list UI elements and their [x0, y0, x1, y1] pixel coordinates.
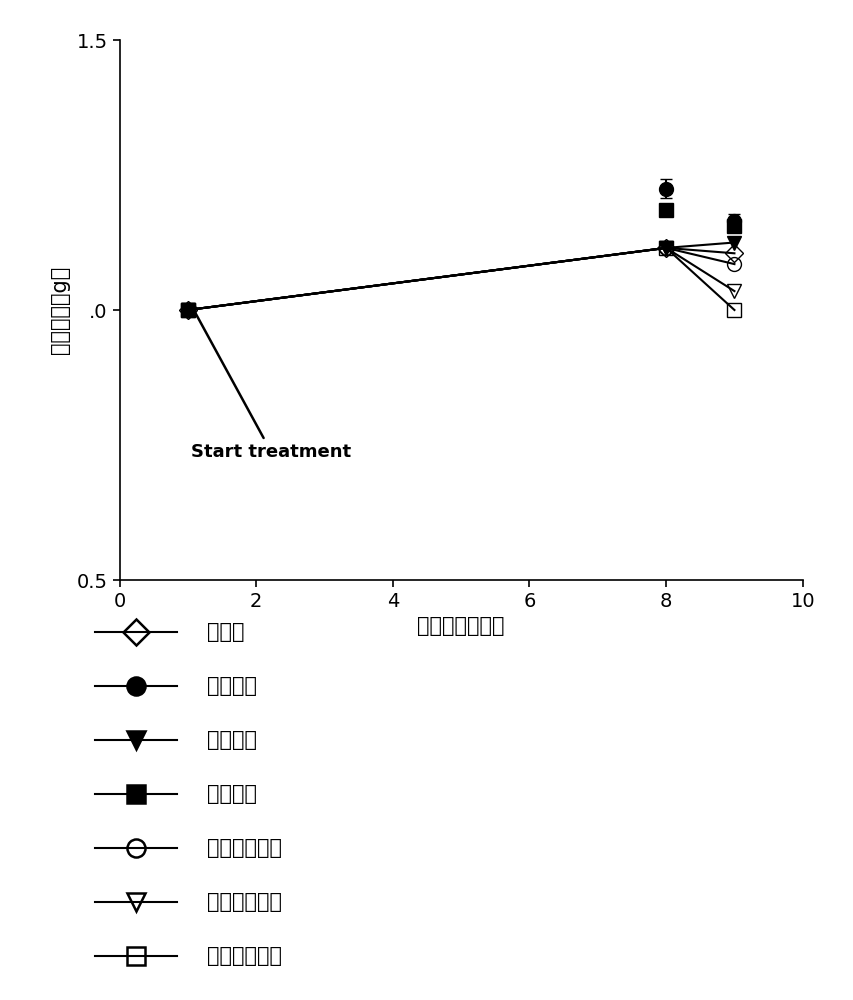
Text: 空白组: 空白组 — [207, 622, 245, 642]
Text: Start treatment: Start treatment — [190, 304, 351, 461]
Y-axis label: 体重变化（g）: 体重变化（g） — [49, 266, 70, 354]
Text: 连深洗鸟: 连深洗鸟 — [207, 676, 257, 696]
Text: 带鱼高剂量组: 带鱼高剂量组 — [207, 946, 282, 966]
Text: 中剂量组: 中剂量组 — [207, 730, 257, 750]
Text: 带鱼中剂量组: 带鱼中剂量组 — [207, 892, 282, 912]
Text: 带鱼低剂量组: 带鱼低剂量组 — [207, 838, 282, 858]
X-axis label: 给药时间（天）: 给药时间（天） — [417, 616, 504, 636]
Text: 高剂量组: 高剂量组 — [207, 784, 257, 804]
